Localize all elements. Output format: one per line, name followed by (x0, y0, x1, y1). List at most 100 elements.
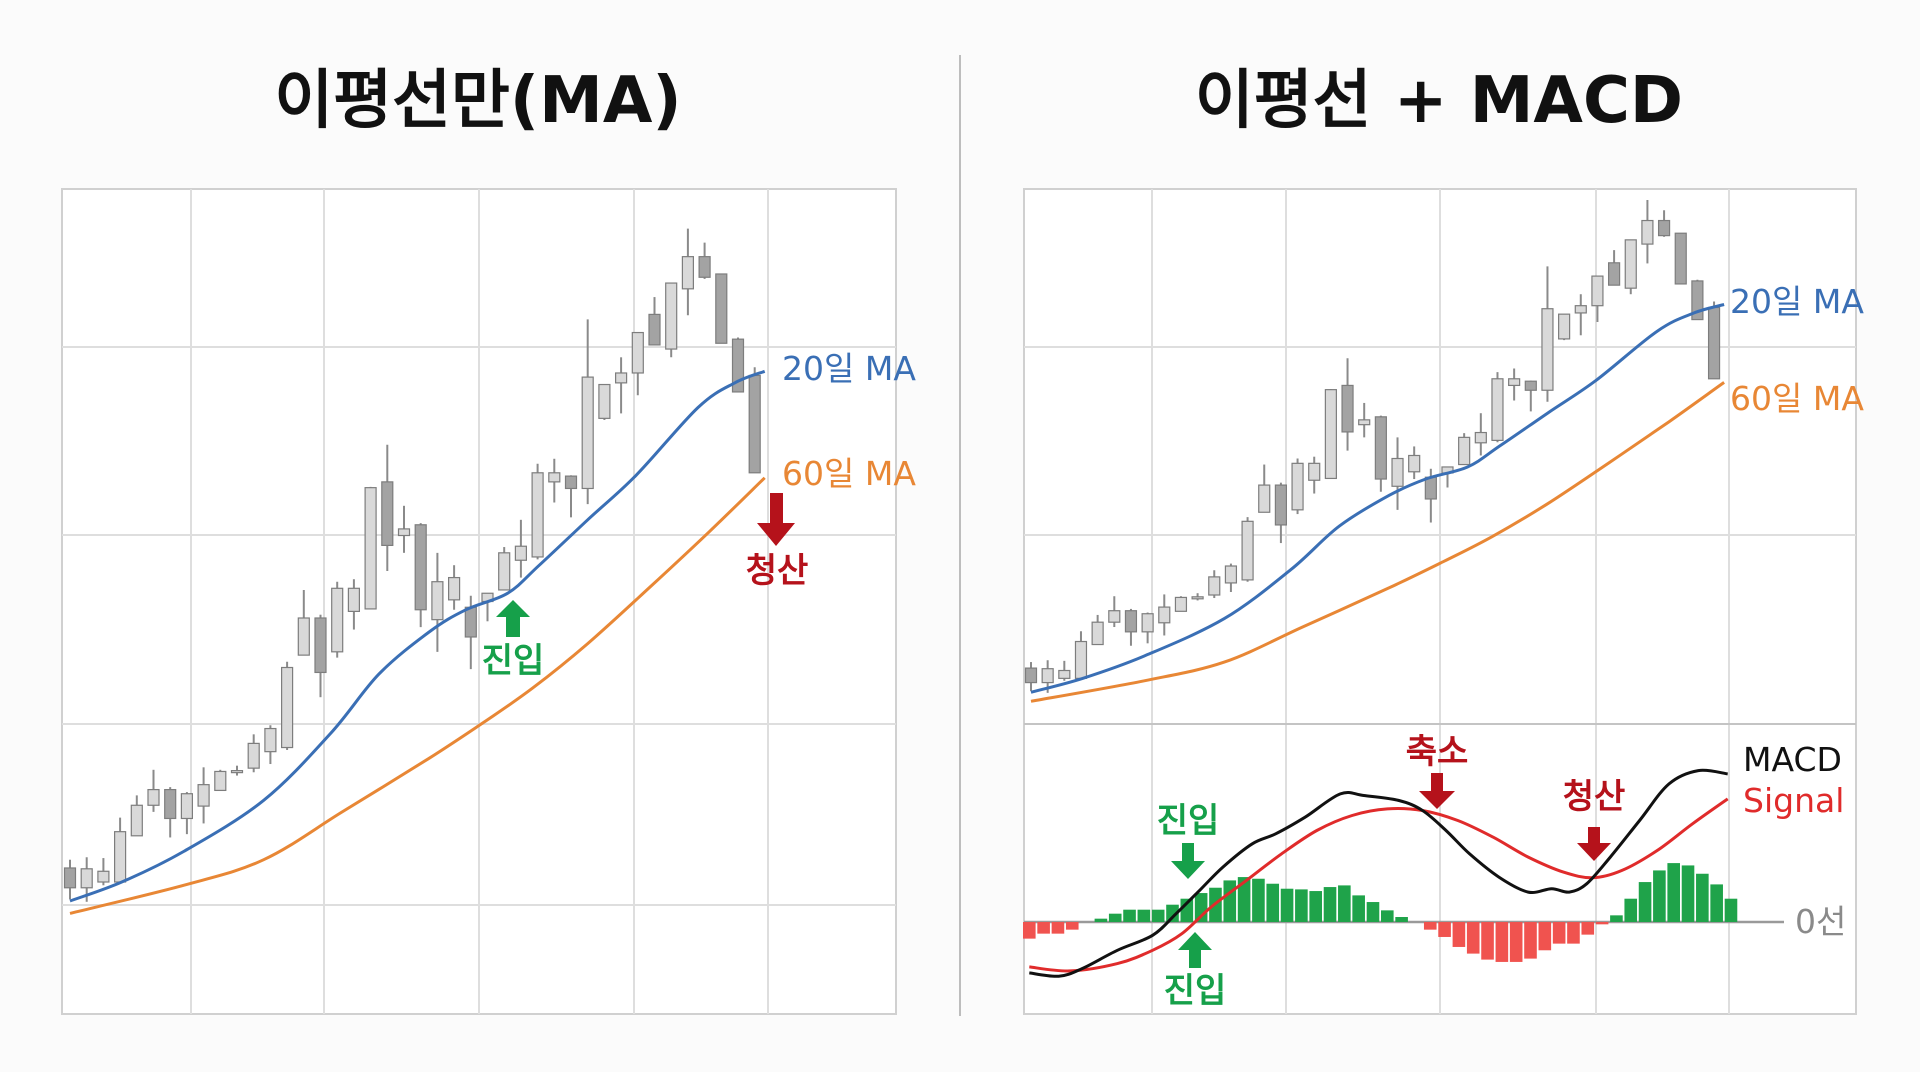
left-ma60-label: 60일 MA (782, 454, 916, 493)
candle (1558, 313, 1571, 341)
candle (1291, 458, 1304, 515)
candle-body-bullish (1058, 669, 1071, 679)
histogram-bar-positive (1681, 865, 1695, 922)
right-ma20-label: 20일 MA (1730, 282, 1864, 321)
candle-body-bearish (464, 606, 477, 638)
candle-body-bearish (164, 788, 177, 820)
candle (1574, 294, 1587, 336)
candle-body-bullish (1391, 457, 1404, 487)
entry-up-arrow-icon (496, 600, 530, 637)
candle-body-bearish (698, 256, 711, 278)
signal-line (1029, 797, 1729, 973)
candle (1141, 612, 1154, 644)
candle-body-bearish (1424, 476, 1437, 500)
candle (1491, 372, 1504, 443)
candle (214, 769, 227, 792)
candle (698, 242, 711, 279)
candle-body-bullish (1091, 621, 1104, 646)
candle-body-bearish (381, 481, 394, 547)
histogram-bar-positive (1624, 898, 1638, 922)
candle-body-bullish (1191, 596, 1204, 600)
candle-body-bullish (431, 581, 444, 621)
candle (1158, 594, 1171, 636)
candle (247, 734, 260, 773)
histogram-bar-positive (1710, 884, 1723, 922)
histogram-bar-positive (1309, 891, 1322, 922)
candle (97, 858, 110, 886)
histogram-bar-positive (1638, 882, 1652, 922)
candle (1241, 517, 1254, 582)
histogram-bar-negative (1581, 922, 1595, 935)
candle (1191, 593, 1204, 601)
histogram-bar-negative (1452, 922, 1466, 947)
exit-down-arrow-icon (757, 493, 795, 546)
candle (614, 357, 628, 414)
histogram-bar-positive (1223, 880, 1237, 922)
candle (1624, 239, 1637, 295)
histogram-bar-positive (1653, 870, 1666, 922)
right-ma60-line (1030, 381, 1725, 703)
candle (364, 486, 377, 610)
right-ma60-label: 60일 MA (1730, 379, 1864, 418)
candle (648, 297, 661, 346)
candle (1641, 199, 1654, 264)
candle-body-bearish (414, 524, 427, 611)
candle-body-bullish (1324, 389, 1337, 480)
zero-line-label: 0선 (1795, 902, 1846, 941)
candle (1374, 415, 1387, 492)
candle-body-bullish (1291, 462, 1304, 511)
candle (63, 859, 77, 900)
candle-body-bullish (548, 472, 561, 483)
candle-body-bullish (1241, 520, 1254, 581)
candle-body-bullish (1158, 606, 1171, 624)
candle (1358, 402, 1371, 438)
candle (1541, 266, 1554, 402)
candle-body-bullish (1624, 239, 1637, 289)
candle-body-bearish (731, 338, 745, 393)
candle-body-bearish (1341, 384, 1354, 433)
left-candles (63, 228, 761, 902)
candle-body-bearish (564, 475, 578, 490)
candle (1058, 660, 1071, 681)
candle-body-bearish (1124, 610, 1138, 633)
histogram-bar-positive (1323, 887, 1337, 922)
left-panel: 20일 MA 60일 MA 진입 청산 (61, 188, 916, 1015)
candle (1108, 596, 1121, 628)
candle-body-bullish (665, 282, 678, 350)
candle (1524, 380, 1537, 412)
histogram-bar-negative (1552, 922, 1566, 944)
candle-body-bearish (1691, 280, 1704, 321)
entry-down-arrow-icon (1171, 843, 1205, 879)
candle (1091, 614, 1104, 646)
candle-body-bullish (1358, 419, 1371, 426)
candle-body-bullish (347, 587, 360, 612)
candle-body-bullish (681, 256, 695, 290)
histogram-bar-positive (1252, 878, 1265, 922)
candle-body-bullish (97, 870, 110, 883)
candle (1707, 301, 1721, 380)
candle-body-bullish (1041, 668, 1054, 684)
histogram-bar-positive (1724, 898, 1738, 922)
histogram-bar-negative (1538, 922, 1552, 951)
histogram-bar-positive (1352, 895, 1365, 922)
candle (715, 273, 728, 344)
candle-body-bullish (598, 383, 611, 419)
candle (331, 581, 344, 658)
candle-body-bearish (1607, 262, 1621, 286)
histogram-bar-positive (1280, 888, 1294, 922)
histogram-bar-positive (1667, 863, 1680, 922)
candle (1124, 608, 1138, 646)
candle-body-bullish (614, 372, 628, 384)
histogram-bar-positive (1381, 910, 1394, 922)
candle (180, 792, 193, 835)
candle (130, 795, 143, 837)
candle-body-bullish (514, 545, 528, 561)
candle (1657, 210, 1671, 237)
histogram-bar-positive (1166, 904, 1179, 922)
exit-down-arrow-icon (1577, 827, 1611, 861)
candle (1458, 433, 1471, 466)
candle-body-bullish (197, 784, 210, 807)
macd-histogram (1023, 863, 1738, 962)
candle-body-bearish (314, 617, 327, 674)
candle-body-bullish (247, 742, 260, 769)
